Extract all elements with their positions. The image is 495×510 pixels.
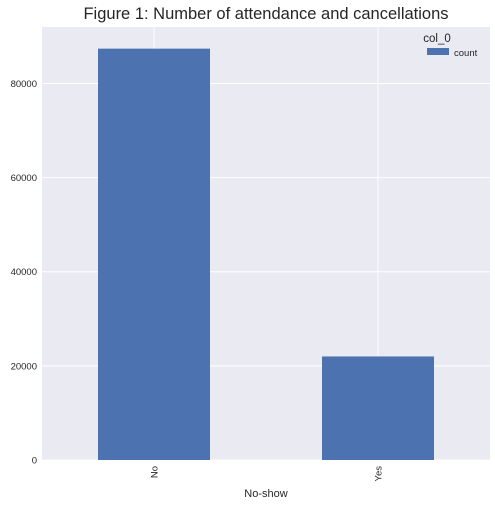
x-tick-label: Yes (374, 466, 385, 482)
legend-swatch-count (427, 48, 449, 55)
x-tick-label: No (150, 466, 161, 478)
y-tick-label: 0 (32, 456, 37, 467)
y-tick-label: 80000 (11, 79, 37, 90)
bar-no (98, 48, 210, 461)
y-tick-labels: 0 20000 40000 60000 80000 (11, 79, 37, 467)
y-tick-label: 40000 (11, 267, 37, 278)
x-axis-label: No-show (244, 488, 287, 500)
bars (98, 48, 434, 461)
chart-title: Figure 1: Number of attendance and cance… (83, 5, 448, 23)
legend-label-count: count (454, 48, 478, 59)
legend-title: col_0 (423, 33, 451, 45)
x-tick-labels: No Yes (150, 466, 385, 482)
legend: col_0 count (423, 33, 477, 59)
y-tick-label: 60000 (11, 173, 37, 184)
y-tick-label: 20000 (11, 361, 37, 372)
bar-yes (322, 356, 434, 460)
